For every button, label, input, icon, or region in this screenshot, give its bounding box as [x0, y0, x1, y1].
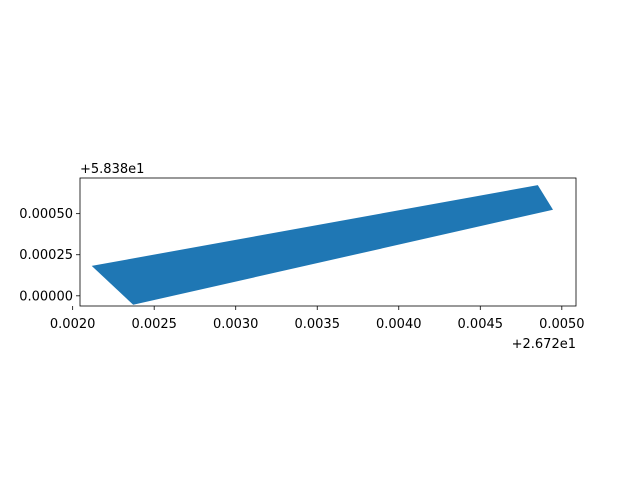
x-tick-label: 0.0050 [539, 317, 585, 332]
y-tick-label: 0.00025 [19, 248, 73, 263]
y-tick-label: 0.00050 [19, 207, 73, 222]
y-offset-label: +5.838e1 [80, 162, 144, 177]
x-tick-label: 0.0035 [294, 317, 340, 332]
axes-frame [79, 177, 577, 307]
x-axis-ticks: 0.0020 0.0025 0.0030 0.0035 0.0040 0.0045 0.00… [50, 306, 585, 332]
x-tick-label: 0.0030 [213, 317, 259, 332]
x-tick-label: 0.0025 [131, 317, 177, 332]
y-tick-label: 0.00000 [19, 289, 73, 304]
data-polygon [91, 185, 553, 305]
x-tick-label: 0.0045 [458, 317, 504, 332]
x-offset-label: +2.672e1 [512, 337, 576, 352]
x-tick-label: 0.0020 [50, 317, 96, 332]
y-axis-ticks: 0.00000 0.00025 0.00050 [19, 207, 80, 304]
x-tick-label: 0.0040 [376, 317, 422, 332]
